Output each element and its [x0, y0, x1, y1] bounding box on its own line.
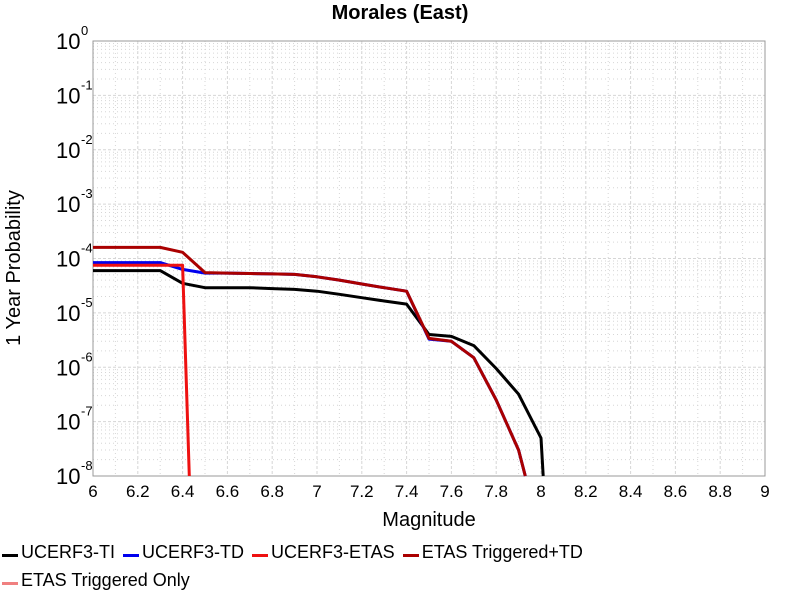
legend-swatch: [2, 581, 18, 585]
legend-label: UCERF3-TI: [21, 541, 115, 562]
x-tick-labels: 6 6.2 6.4 6.6 6.8 7 7.2 7.4 7.6 7.8 8 8.2 8.4 8.6 8.8 9: [88, 482, 769, 501]
y-tick-label: 10: [56, 410, 80, 435]
x-tick-label: 9: [760, 482, 769, 501]
series-line-ucerf3-ti: [93, 269, 545, 477]
x-tick-label: 7: [312, 482, 321, 501]
legend-item: UCERF3-TD: [121, 542, 244, 563]
x-axis-label: Magnitude: [382, 509, 475, 531]
x-tick-label: 6.8: [260, 482, 284, 501]
y-tick-label: 10: [56, 464, 80, 489]
y-tick-exponent: -2: [81, 132, 93, 147]
legend-item: UCERF3-TI: [0, 542, 115, 563]
grid: [92, 41, 766, 477]
x-tick-label: 7.2: [350, 482, 374, 501]
y-tick-exponent: -6: [81, 349, 93, 364]
y-tick-exponent: -3: [81, 186, 93, 201]
series-layer: [93, 245, 545, 477]
legend-swatch: [123, 553, 139, 557]
chart-title: Morales (East): [332, 2, 469, 24]
y-tick-label: 10: [56, 29, 80, 54]
x-tick-label: 6.4: [171, 482, 195, 501]
y-axis-label: 1 Year Probability: [3, 190, 25, 346]
x-tick-label: 8.8: [708, 482, 732, 501]
legend: UCERF3-TI UCERF3-TD UCERF3-ETAS ETAS Trigge…: [0, 538, 800, 594]
x-tick-label: 6.2: [126, 482, 150, 501]
y-tick-label: 10: [56, 138, 80, 163]
plot-frame: [92, 40, 766, 477]
y-tick-exponent: -4: [81, 241, 93, 256]
legend-label: ETAS Triggered Only: [21, 569, 190, 590]
legend-swatch: [402, 553, 419, 557]
legend-label: UCERF3-ETAS: [271, 541, 395, 562]
x-tick-label: 6.6: [216, 482, 240, 501]
legend-row: ETAS Triggered Only: [0, 566, 800, 594]
x-tick-label: 7.6: [440, 482, 464, 501]
legend-row: UCERF3-TI UCERF3-TD UCERF3-ETAS ETAS Trigge…: [0, 538, 800, 566]
y-tick-label: 10: [56, 355, 80, 380]
y-tick-label: 10: [56, 83, 80, 108]
x-tick-label: 8.4: [619, 482, 643, 501]
y-tick-exponent: -8: [81, 458, 93, 473]
x-tick-label: 8: [536, 482, 545, 501]
y-tick-exponent: -5: [81, 295, 93, 310]
legend-label: ETAS Triggered+TD: [421, 541, 583, 562]
series-line-ucerf3-etas: [93, 263, 191, 477]
x-tick-label: 6: [88, 482, 97, 501]
legend-item: ETAS Triggered+TD: [401, 542, 583, 563]
legend-swatch: [252, 553, 268, 557]
x-tick-label: 8.2: [574, 482, 598, 501]
y-tick-label: 10: [56, 192, 80, 217]
legend-item: ETAS Triggered Only: [0, 570, 190, 591]
legend-item: UCERF3-ETAS: [250, 542, 395, 563]
series-line-etas-triggered-td: [93, 245, 527, 477]
x-tick-label: 8.6: [664, 482, 688, 501]
x-tick-label: 7.4: [395, 482, 419, 501]
y-tick-label: 10: [56, 247, 80, 272]
y-tick-exponent: -7: [81, 404, 93, 419]
y-tick-label: 10: [56, 301, 80, 326]
legend-label: UCERF3-TD: [142, 541, 244, 562]
x-tick-label: 7.8: [484, 482, 508, 501]
y-tick-exponent: 0: [81, 23, 88, 38]
legend-swatch: [2, 553, 18, 557]
y-tick-exponent: -1: [81, 77, 93, 92]
